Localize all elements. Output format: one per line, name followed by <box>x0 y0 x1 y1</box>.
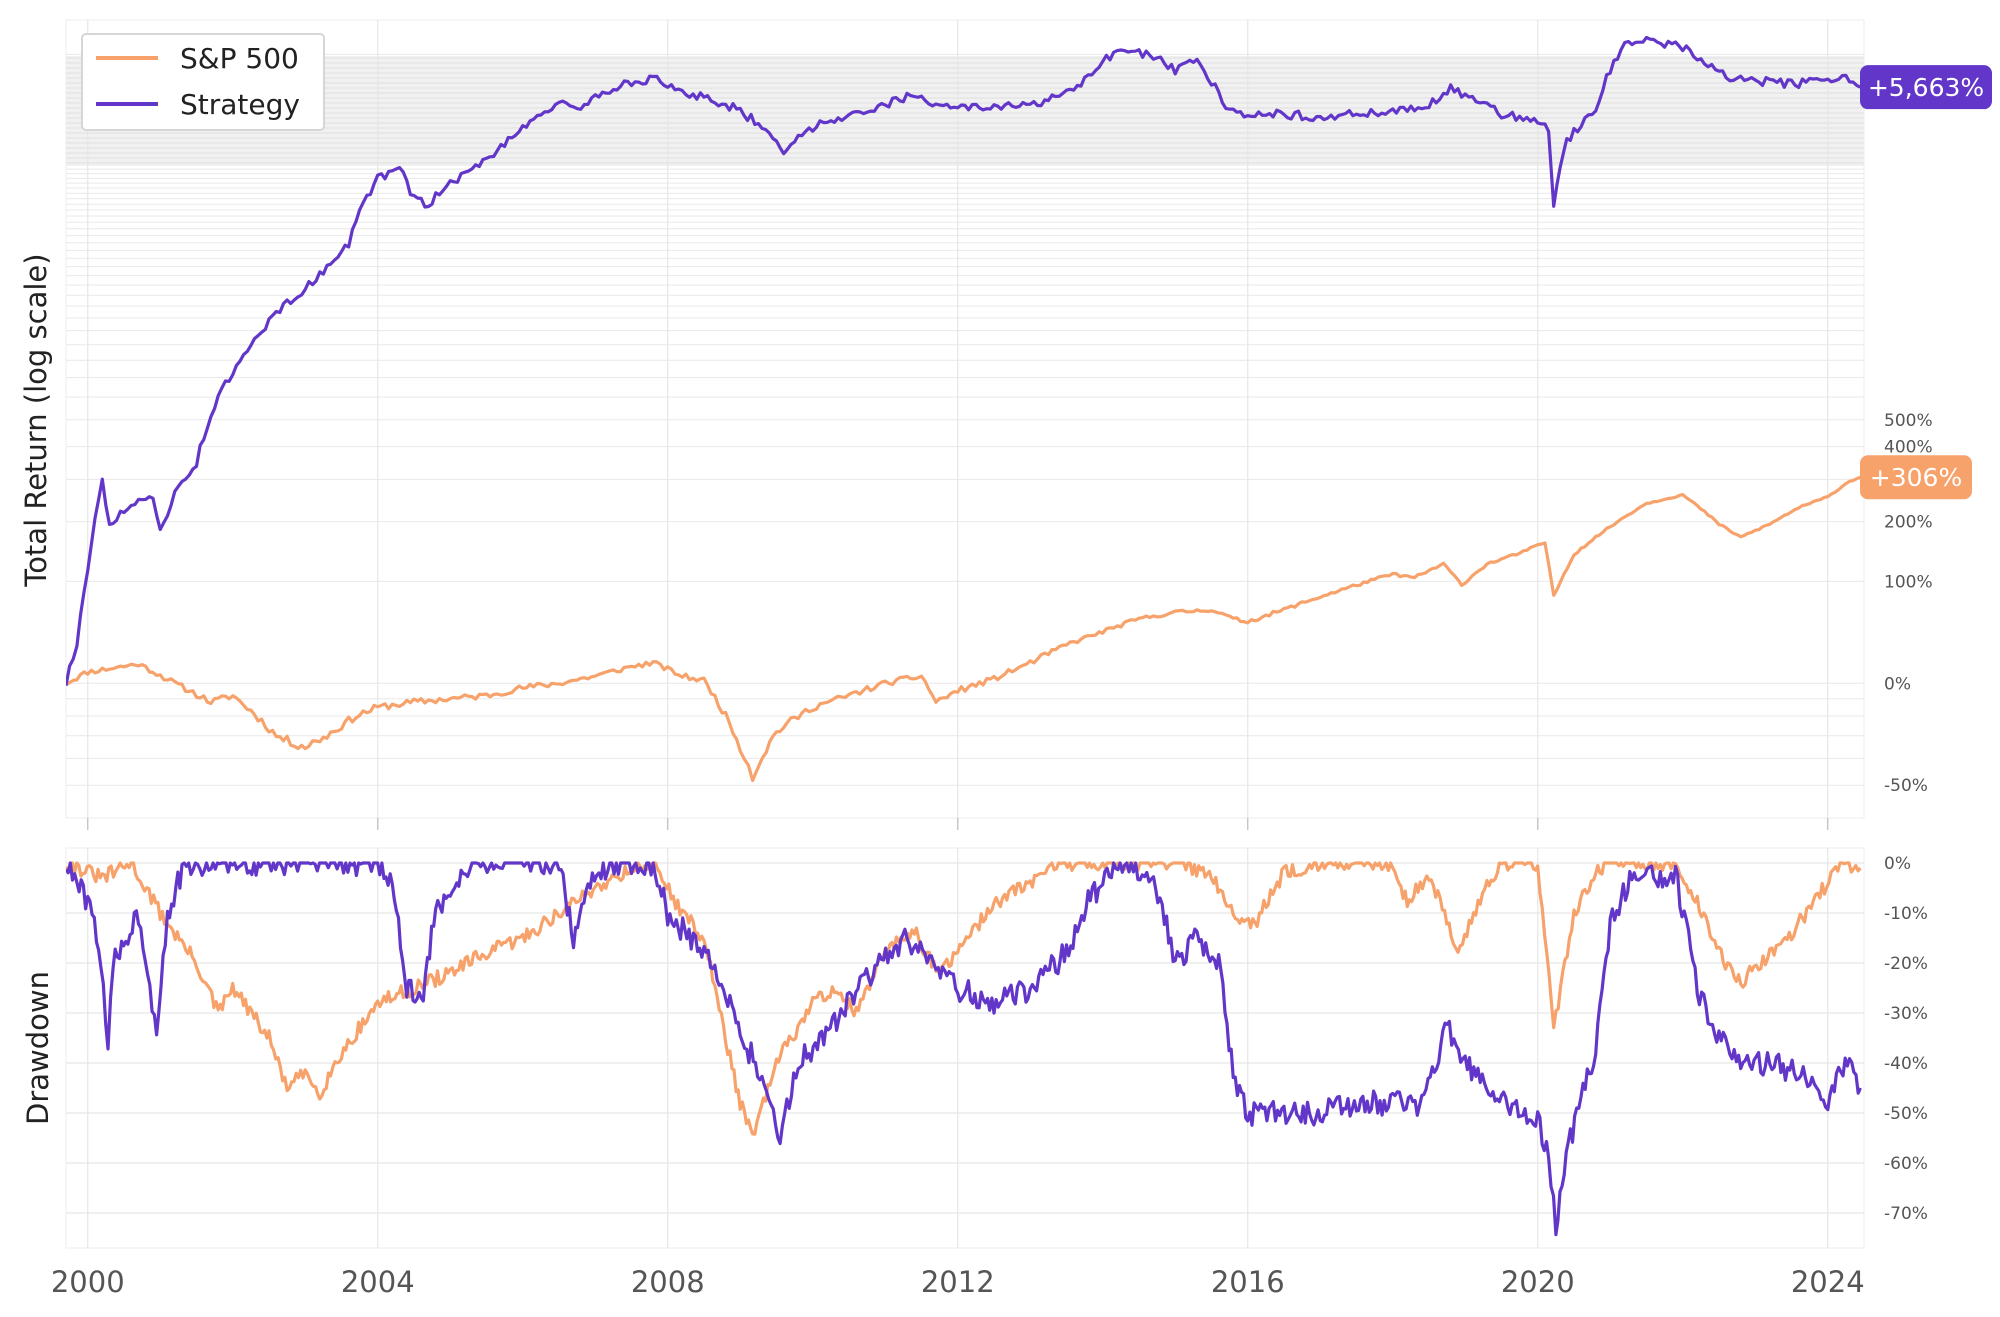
series-line-strategy-drawdown <box>66 861 1862 1237</box>
bottom-panel-ylabel: Drawdown <box>21 971 55 1125</box>
series-line-sp500-drawdown <box>66 861 1862 1136</box>
bottom-panel-series <box>66 861 1862 1237</box>
x-tick-label: 2012 <box>921 1265 995 1299</box>
series-line-sp500-total-return <box>66 475 1862 783</box>
legend: S&P 500 Strategy <box>81 33 325 131</box>
top-y-tick-label: 400% <box>1884 438 1933 458</box>
axis-ticks: -50% 0% 100% 200% 400% 500% 0% -10% -20% -30% -40%… <box>51 411 1933 1299</box>
x-tick-label: 2024 <box>1791 1265 1865 1299</box>
top-y-tick-label: 0% <box>1884 674 1911 694</box>
bottom-y-tick-label: -40% <box>1884 1054 1928 1074</box>
end-badge-strategy <box>1860 65 1992 110</box>
bottom-y-tick-label: -30% <box>1884 1004 1928 1024</box>
series-line-strategy-total-return <box>66 35 1862 686</box>
x-tick-label: 2020 <box>1501 1265 1575 1299</box>
bottom-y-tick-label: -70% <box>1884 1204 1928 1224</box>
end-badge-label-sp500: +306% <box>1870 463 1962 492</box>
bottom-y-tick-label: -50% <box>1884 1104 1928 1124</box>
top-panel-ylabel: Total Return (log scale) <box>19 253 53 587</box>
legend-label-sp500: S&P 500 <box>180 42 299 75</box>
bottom-panel-frame <box>65 847 1865 1249</box>
bottom-y-tick-label: 0% <box>1884 854 1911 874</box>
end-badge-label-strategy: +5,663% <box>1868 73 1984 102</box>
top-panel-series <box>66 35 1862 783</box>
legend-label-strategy: Strategy <box>180 88 300 121</box>
bottom-y-tick-label: -60% <box>1884 1154 1928 1174</box>
top-y-tick-label: 200% <box>1884 513 1933 533</box>
bottom-y-tick-label: -20% <box>1884 954 1928 974</box>
top-y-tick-label: 100% <box>1884 572 1933 592</box>
x-tick-label: 2016 <box>1211 1265 1285 1299</box>
bottom-y-tick-label: -10% <box>1884 904 1928 924</box>
top-y-tick-label: -50% <box>1884 776 1928 796</box>
end-value-badges: +5,663% +306% <box>1860 65 1992 500</box>
x-tick-label: 2008 <box>631 1265 705 1299</box>
x-tick-label: 2004 <box>341 1265 415 1299</box>
end-badge-sp500 <box>1860 455 1972 500</box>
x-tick-label: 2000 <box>51 1265 125 1299</box>
top-y-tick-label: 500% <box>1884 411 1933 431</box>
